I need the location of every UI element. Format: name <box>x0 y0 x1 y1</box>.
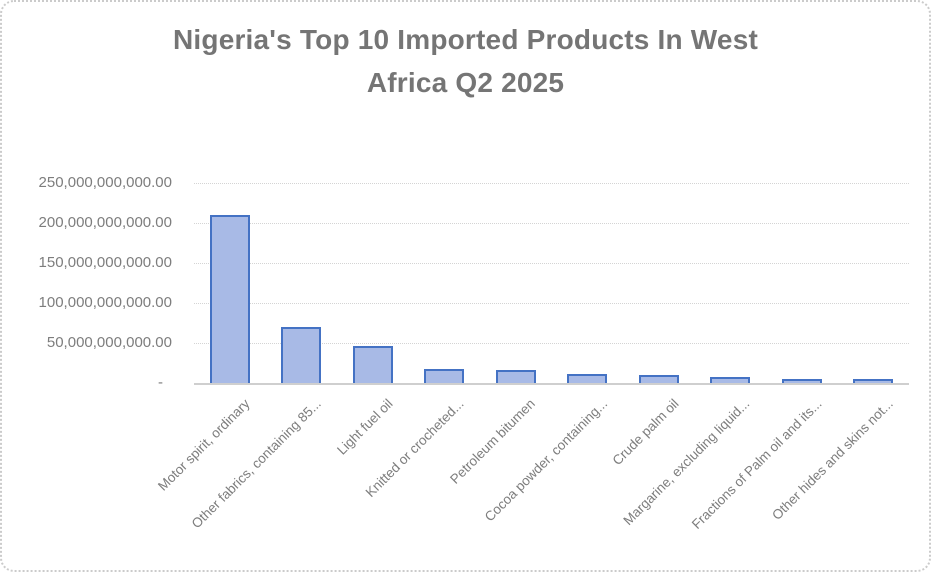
x-axis-category-label-wrap: Cocoa powder, containing... <box>339 396 609 524</box>
x-axis-category-label: Other fabrics, containing 85... <box>188 396 324 532</box>
bar-2 <box>281 327 322 383</box>
x-axis-category-label-wrap: Light fuel oil <box>125 396 396 458</box>
bar-8 <box>710 377 751 383</box>
x-axis-category-label: Fractions of Palm oil and its... <box>688 396 825 532</box>
bar-4 <box>424 369 465 383</box>
chart-title: Nigeria's Top 10 Imported Products In We… <box>2 18 929 104</box>
plot-area <box>194 183 909 385</box>
bar-9 <box>781 379 822 383</box>
chart-title-line-2: Africa Q2 2025 <box>366 67 565 98</box>
x-axis-category-label: Knitted or crocheted... <box>362 396 467 500</box>
x-axis-category-label-wrap: Knitted or crocheted... <box>196 396 467 500</box>
bar-6 <box>567 374 608 383</box>
x-axis-category-label-wrap: Fractions of Palm oil and its... <box>554 396 825 532</box>
gridline <box>194 223 909 224</box>
x-axis-category-label: Cocoa powder, containing... <box>481 396 610 525</box>
x-axis-category-label: Motor spirit, ordinary <box>154 396 253 494</box>
x-axis-category-label: Petroleum bitumen <box>447 396 539 487</box>
x-axis-category-label-wrap: Other fabrics, containing 85... <box>53 396 324 531</box>
x-axis-category-label: Margarine, excluding liquid... <box>620 396 753 529</box>
x-axis-category-label-wrap: Petroleum bitumen <box>268 396 539 487</box>
y-axis-tick-label: 200,000,000,000.00 <box>38 214 172 231</box>
x-axis-category-label-wrap: Other hides and skins not... <box>625 396 896 523</box>
x-axis-category-label-wrap: Crude palm oil <box>411 396 681 468</box>
x-axis-category-label: Other hides and skins not... <box>769 396 896 523</box>
y-axis-tick-label: - <box>158 374 163 391</box>
y-axis-tick-label: 50,000,000,000.00 <box>46 334 172 351</box>
gridline <box>194 263 909 264</box>
x-axis-category-label-wrap: Motor spirit, ordinary <box>2 396 253 494</box>
gridline <box>194 343 909 344</box>
bar-10 <box>853 379 894 383</box>
x-axis-category-label-wrap: Margarine, excluding liquid... <box>482 396 753 528</box>
y-axis-tick-label: 100,000,000,000.00 <box>38 294 172 311</box>
bar-5 <box>495 369 536 383</box>
bar-3 <box>352 346 393 383</box>
bar-1 <box>209 215 250 383</box>
y-axis-tick-label: 150,000,000,000.00 <box>38 254 172 271</box>
bar-7 <box>638 375 679 383</box>
chart-title-line-1: Nigeria's Top 10 Imported Products In We… <box>172 24 758 55</box>
x-axis-category-label: Crude palm oil <box>609 396 682 469</box>
gridline <box>194 303 909 304</box>
x-axis-category-label: Light fuel oil <box>333 396 396 458</box>
gridline <box>194 183 909 184</box>
y-axis-tick-label: 250,000,000,000.00 <box>38 174 172 191</box>
